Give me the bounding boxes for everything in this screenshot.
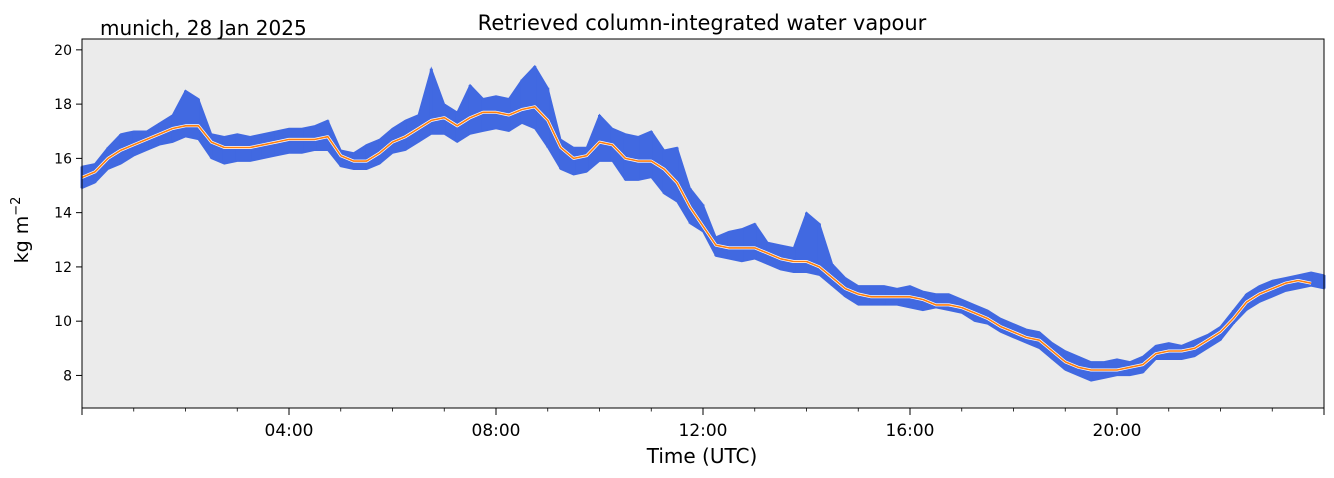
y-axis-label: kg m−2	[9, 197, 33, 264]
y-tick-label: 14	[54, 206, 72, 222]
y-tick-label: 8	[63, 368, 72, 384]
y-axis-label-text: kg m	[11, 216, 33, 264]
x-tick-label: 16:00	[886, 421, 935, 441]
x-tick-label: 04:00	[265, 421, 314, 441]
x-axis-label: Time (UTC)	[646, 444, 758, 468]
y-axis: 8 10 12 14 16 18 20	[54, 43, 82, 384]
y-tick-label: 10	[54, 314, 72, 330]
y-tick-label: 12	[54, 260, 72, 276]
x-axis: 04:00 08:00 12:00 16:00 20:00	[81, 408, 1325, 441]
x-tick-label: 20:00	[1093, 421, 1142, 441]
chart-subtitle: munich, 28 Jan 2025	[100, 16, 307, 40]
y-tick-label: 18	[54, 97, 72, 113]
x-tick-label: 12:00	[679, 421, 728, 441]
y-tick-label: 20	[54, 43, 72, 59]
chart-title: Retrieved column-integrated water vapour	[478, 11, 927, 35]
x-tick-label: 08:00	[472, 421, 521, 441]
y-tick-label: 16	[54, 151, 72, 167]
smoothed-line	[81, 106, 1312, 371]
smoothed-line-layer	[81, 105, 1312, 372]
y-axis-label-superscript: −2	[9, 197, 24, 216]
